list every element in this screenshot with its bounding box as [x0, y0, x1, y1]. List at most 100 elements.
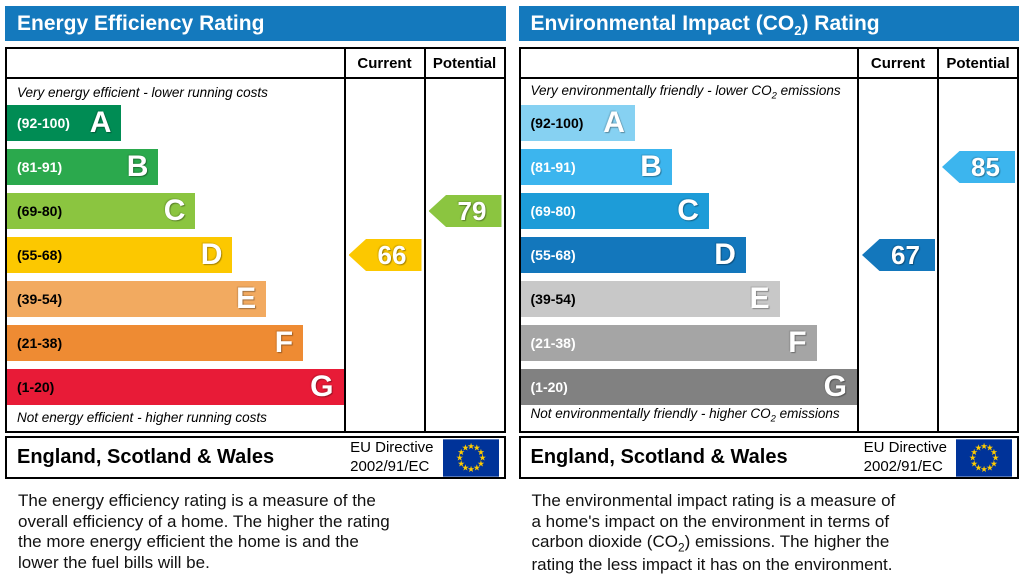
band-letter: G [823, 370, 847, 403]
svg-text:★: ★ [980, 464, 987, 474]
svg-text:★: ★ [970, 446, 977, 456]
svg-text:★: ★ [472, 442, 479, 452]
band-range-label: (92-100) [530, 115, 584, 131]
svg-text:★: ★ [478, 452, 485, 462]
rating-band-a: (92-100) A [520, 105, 635, 141]
rating-band-row: (21-38) F [520, 325, 858, 361]
region-label: England, Scotland & Wales [17, 446, 275, 468]
band-range-label: (81-91) [17, 159, 63, 175]
panel-title-subscript: 2 [794, 23, 802, 39]
right-band-area: (92-100) A (81-91) B (69-80) C (55-68) D (39-54)… [520, 105, 858, 405]
rating-band-row: (69-80) C [7, 193, 344, 229]
band-letter: E [749, 282, 770, 315]
potential-column-header: Potential [423, 49, 504, 77]
current-rating-arrow: 66 [348, 239, 422, 271]
svg-text:★: ★ [461, 442, 468, 452]
energy-description: The energy efficiency rating is a measur… [5, 491, 506, 574]
description-line: lower the fuel bills will be. [18, 553, 210, 573]
svg-text:★: ★ [975, 442, 982, 452]
potential-rating-arrow: 85 [942, 151, 1015, 183]
eu-directive-line1: EU Directive [350, 438, 434, 456]
band-range-label: (69-80) [530, 203, 576, 219]
rating-band-row: (55-68) D [520, 237, 858, 273]
description-line: the more energy efficient the home is an… [18, 532, 359, 552]
table-body: Very energy efficient - lower running co… [7, 79, 504, 431]
rating-band-b: (81-91) B [7, 149, 159, 185]
svg-text:★: ★ [477, 458, 484, 468]
band-letter: B [126, 150, 149, 183]
band-range-label: (21-38) [17, 335, 63, 351]
bottom-caption: Not environmentally friendly - higher CO… [521, 405, 858, 431]
rating-band-row: (55-68) D [7, 237, 344, 273]
band-letter: D [714, 238, 736, 271]
svg-text:★: ★ [970, 458, 977, 468]
rating-band-row: (81-91) B [7, 149, 344, 185]
bottom-caption-text: Not energy efficient - higher running co… [17, 410, 267, 425]
band-range-label: (81-91) [530, 159, 576, 175]
rating-band-b: (81-91) B [520, 149, 672, 185]
rating-band-row: (92-100) A [7, 105, 344, 141]
top-caption-text: Very environmentally friendly - lower CO… [530, 82, 841, 102]
svg-text:★: ★ [455, 452, 462, 462]
rating-band-f: (21-38) F [520, 325, 817, 361]
band-letter: C [163, 194, 186, 227]
svg-text:★: ★ [990, 458, 997, 468]
band-range-label: (92-100) [17, 115, 70, 131]
svg-text:★: ★ [477, 446, 484, 456]
right-potential-column: 85 [937, 79, 1017, 431]
potential-rating-arrow: 79 [428, 195, 502, 227]
table-body: Very environmentally friendly - lower CO… [520, 79, 1018, 431]
rating-band-row: (1-20) G [520, 369, 857, 405]
panel-title-text: Environmental Impact (CO [530, 12, 795, 35]
rating-band-c: (69-80) C [7, 193, 196, 229]
eu-directive-line2: 2002/91/EC [350, 457, 430, 475]
energy-efficiency-title: Energy Efficiency Rating [5, 6, 506, 41]
rating-band-row: (39-54) E [7, 281, 344, 317]
table-header-row: Current Potential [520, 49, 1017, 79]
band-letter: D [200, 238, 223, 271]
rating-band-row: (39-54) E [520, 281, 858, 317]
panel-title-text: Energy Efficiency Rating [17, 12, 265, 35]
band-letter: C [677, 194, 699, 227]
current-rating-value: 66 [377, 239, 407, 270]
left-potential-column: 79 [423, 79, 504, 431]
eu-directive-line2: 2002/91/EC [863, 457, 943, 475]
left-band-area: (92-100) A (81-91) B (69-80) C (55-68) D (39-54)… [7, 105, 344, 405]
band-range-label: (55-68) [17, 247, 63, 263]
svg-text:★: ★ [457, 446, 464, 456]
co2-rating-table: Current Potential Very environmentally f… [518, 47, 1019, 433]
potential-column-header: Potential [937, 49, 1017, 77]
band-range-label: (1-20) [530, 379, 568, 395]
left-current-column: 66 [343, 79, 424, 431]
band-letter: G [310, 370, 334, 403]
chart-zone: Very energy efficient - lower running co… [7, 79, 344, 431]
header-spacer [7, 49, 344, 77]
svg-text:★: ★ [461, 462, 468, 472]
band-range-label: (39-54) [17, 291, 63, 307]
right-current-column: 67 [857, 79, 937, 431]
jurisdiction-footer: England, Scotland & Wales EU Directive 2… [518, 436, 1019, 479]
rating-band-d: (55-68) D [7, 237, 233, 273]
potential-rating-value: 79 [457, 195, 487, 226]
description-line: rating the less impact it has on the env… [531, 555, 893, 575]
jurisdiction-footer: England, Scotland & Wales EU Directive 2… [5, 436, 506, 479]
svg-text:★: ★ [975, 462, 982, 472]
current-rating-value: 67 [891, 239, 920, 270]
top-caption: Very environmentally friendly - lower CO… [521, 79, 858, 105]
band-letter: F [274, 326, 294, 359]
svg-text:★: ★ [457, 458, 464, 468]
rating-band-d: (55-68) D [520, 237, 746, 273]
band-range-label: (39-54) [530, 291, 576, 307]
energy-efficiency-panel: Energy Efficiency Rating Current Potenti… [5, 6, 506, 576]
bottom-caption-text: Not environmentally friendly - higher CO… [530, 406, 840, 425]
eu-flag-icon: ★★★ ★★★ ★★★ ★★★ [956, 438, 1012, 477]
current-column-header: Current [343, 49, 424, 77]
rating-band-row: (69-80) C [520, 193, 858, 229]
description-line: a home's impact on the environment in te… [531, 511, 890, 531]
environmental-impact-title: Environmental Impact (CO2) Rating [518, 6, 1019, 41]
rating-band-g: (1-20) G [520, 369, 857, 405]
svg-text:★: ★ [467, 464, 474, 474]
description-line: The energy efficiency rating is a measur… [18, 491, 376, 510]
rating-band-row: (92-100) A [520, 105, 858, 141]
